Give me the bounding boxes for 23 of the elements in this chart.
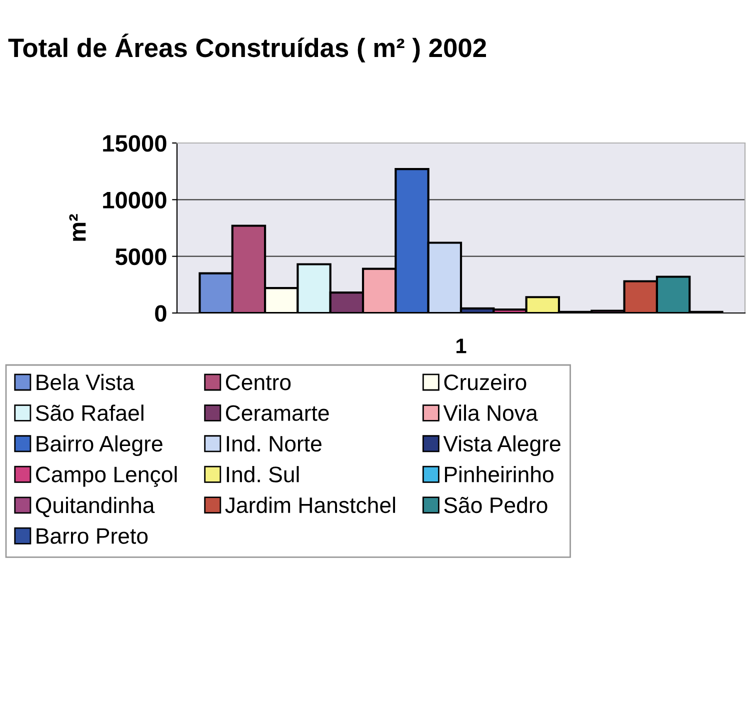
legend-label: Cruzeiro [444,374,526,390]
legend-label: Bela Vista [36,374,135,390]
chart-title: Total de Áreas Construídas ( m² ) 2002 [8,34,486,62]
legend-label: São Rafael [36,404,144,421]
legend-label: Barro Preto [36,528,148,544]
y-tick-label: 10000 [103,192,166,208]
y-axis-title: m² [69,214,86,241]
legend-label: Ceramarte [226,405,329,421]
legend-label: Pinheirinho [444,466,554,482]
legend-label: Centro [226,374,291,390]
legend-label: Campo Lençol [36,466,177,487]
legend-label: Vista Alegre [443,435,560,456]
y-tick-label: 5000 [115,248,166,266]
legend-label: Ind. Sul [226,466,299,482]
legend-label: Jardim Hanstchel [225,496,396,514]
legend-label: Vila Nova [443,404,538,421]
x-tick-label: 1 [456,338,466,354]
y-tick-label: 15000 [103,135,166,152]
legend-label: Bairro Alegre [36,435,162,456]
legend-label: Quitandinha [36,496,155,518]
legend-label: São Pedro [444,496,548,514]
legend-label: Ind. Norte [226,435,322,452]
y-tick-label: 0 [155,305,166,322]
